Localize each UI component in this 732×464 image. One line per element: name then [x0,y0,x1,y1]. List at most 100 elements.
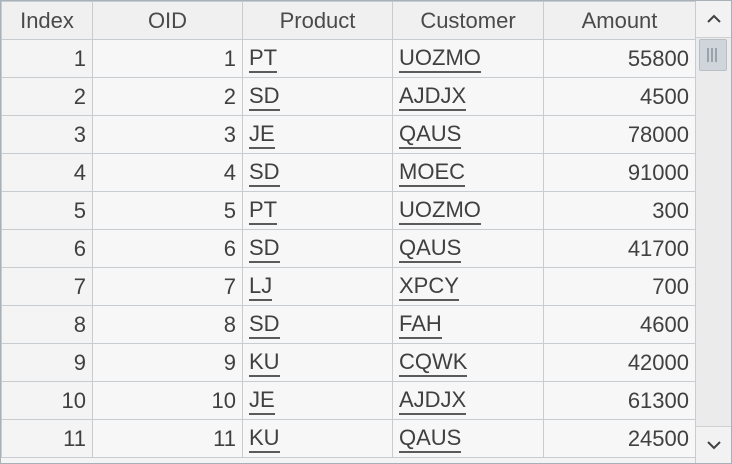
column-header-customer[interactable]: Customer [392,1,544,40]
scroll-down-button[interactable] [696,426,731,463]
cell-product-link[interactable]: KU [249,425,280,453]
cell-customer-link[interactable]: FAH [399,311,442,339]
column-header-product[interactable]: Product [242,1,393,40]
column-header-oid[interactable]: OID [92,1,243,40]
cell-customer[interactable]: AJDJX [392,381,544,420]
cell-oid[interactable]: 2 [92,77,243,116]
cell-customer[interactable]: UOZMO [392,39,544,78]
cell-customer-link[interactable]: UOZMO [399,45,481,73]
cell-index[interactable]: 5 [1,191,93,230]
cell-oid[interactable]: 3 [92,115,243,154]
cell-product-link[interactable]: PT [249,197,278,225]
table-row[interactable]: 4 4 SD MOEC 91000 [1,153,695,192]
table-row[interactable]: 7 7 LJ XPCY 700 [1,267,695,306]
cell-customer-link[interactable]: QAUS [399,235,462,263]
cell-amount[interactable]: 61300 [543,381,695,420]
cell-index[interactable]: 7 [1,267,93,306]
cell-product[interactable]: SD [242,229,393,268]
cell-index[interactable]: 6 [1,229,93,268]
cell-product-link[interactable]: PT [249,45,278,73]
cell-customer[interactable]: UOZMO [392,191,544,230]
cell-oid[interactable]: 7 [92,267,243,306]
cell-amount[interactable]: 78000 [543,115,695,154]
cell-product-link[interactable]: SD [249,311,280,339]
cell-product-link[interactable]: LJ [249,273,273,301]
table-row[interactable]: 8 8 SD FAH 4600 [1,305,695,344]
cell-customer-link[interactable]: AJDJX [399,387,467,415]
cell-amount[interactable]: 4600 [543,305,695,344]
cell-amount[interactable]: 41700 [543,229,695,268]
cell-index[interactable]: 4 [1,153,93,192]
cell-amount[interactable]: 55800 [543,39,695,78]
cell-customer-link[interactable]: CQWK [399,349,468,377]
cell-index[interactable]: 11 [1,419,93,458]
cell-index[interactable]: 8 [1,305,93,344]
cell-index[interactable]: 1 [1,39,93,78]
column-header-amount[interactable]: Amount [543,1,695,40]
data-table: Index OID Product Customer Amount 1 1 PT UO… [1,1,695,458]
cell-customer[interactable]: CQWK [392,343,544,382]
table-row[interactable]: 9 9 KU CQWK 42000 [1,343,695,382]
cell-index[interactable]: 10 [1,381,93,420]
table-row[interactable]: 2 2 SD AJDJX 4500 [1,77,695,116]
cell-customer[interactable]: FAH [392,305,544,344]
table-row[interactable]: 1 1 PT UOZMO 55800 [1,39,695,78]
cell-oid[interactable]: 5 [92,191,243,230]
cell-customer-link[interactable]: AJDJX [399,83,467,111]
cell-amount[interactable]: 4500 [543,77,695,116]
cell-amount[interactable]: 42000 [543,343,695,382]
cell-customer[interactable]: MOEC [392,153,544,192]
table-row[interactable]: 6 6 SD QAUS 41700 [1,229,695,268]
cell-oid[interactable]: 6 [92,229,243,268]
cell-customer[interactable]: XPCY [392,267,544,306]
cell-product-link[interactable]: SD [249,83,280,111]
cell-product-link[interactable]: KU [249,349,280,377]
table-row[interactable]: 11 11 KU QAUS 24500 [1,419,695,458]
cell-index[interactable]: 2 [1,77,93,116]
cell-oid[interactable]: 8 [92,305,243,344]
cell-oid[interactable]: 9 [92,343,243,382]
cell-amount[interactable]: 300 [543,191,695,230]
chevron-down-icon [706,441,721,450]
vertical-scrollbar[interactable] [695,1,731,463]
cell-index[interactable]: 9 [1,343,93,382]
cell-product-link[interactable]: JE [249,387,275,415]
table-row[interactable]: 5 5 PT UOZMO 300 [1,191,695,230]
thumb-grip [707,48,719,62]
cell-product[interactable]: KU [242,419,393,458]
cell-product-link[interactable]: SD [249,159,280,187]
cell-oid[interactable]: 4 [92,153,243,192]
column-header-index[interactable]: Index [1,1,93,40]
cell-oid[interactable]: 1 [92,39,243,78]
cell-customer[interactable]: QAUS [392,115,544,154]
cell-amount[interactable]: 24500 [543,419,695,458]
cell-customer-link[interactable]: UOZMO [399,197,481,225]
cell-product[interactable]: PT [242,191,393,230]
cell-product[interactable]: KU [242,343,393,382]
cell-product[interactable]: LJ [242,267,393,306]
cell-product-link[interactable]: SD [249,235,280,263]
scrollbar-thumb[interactable] [699,39,727,71]
cell-customer[interactable]: AJDJX [392,77,544,116]
cell-customer-link[interactable]: QAUS [399,425,462,453]
cell-amount[interactable]: 91000 [543,153,695,192]
cell-amount[interactable]: 700 [543,267,695,306]
table-row[interactable]: 3 3 JE QAUS 78000 [1,115,695,154]
cell-oid[interactable]: 10 [92,381,243,420]
cell-product[interactable]: JE [242,115,393,154]
cell-customer-link[interactable]: XPCY [399,273,459,301]
scroll-up-button[interactable] [696,1,731,38]
cell-product[interactable]: JE [242,381,393,420]
cell-product[interactable]: SD [242,153,393,192]
table-row[interactable]: 10 10 JE AJDJX 61300 [1,381,695,420]
cell-product[interactable]: SD [242,305,393,344]
cell-customer-link[interactable]: MOEC [399,159,465,187]
cell-product[interactable]: SD [242,77,393,116]
cell-customer[interactable]: QAUS [392,229,544,268]
cell-oid[interactable]: 11 [92,419,243,458]
cell-product-link[interactable]: JE [249,121,275,149]
cell-product[interactable]: PT [242,39,393,78]
cell-customer-link[interactable]: QAUS [399,121,462,149]
cell-index[interactable]: 3 [1,115,93,154]
cell-customer[interactable]: QAUS [392,419,544,458]
